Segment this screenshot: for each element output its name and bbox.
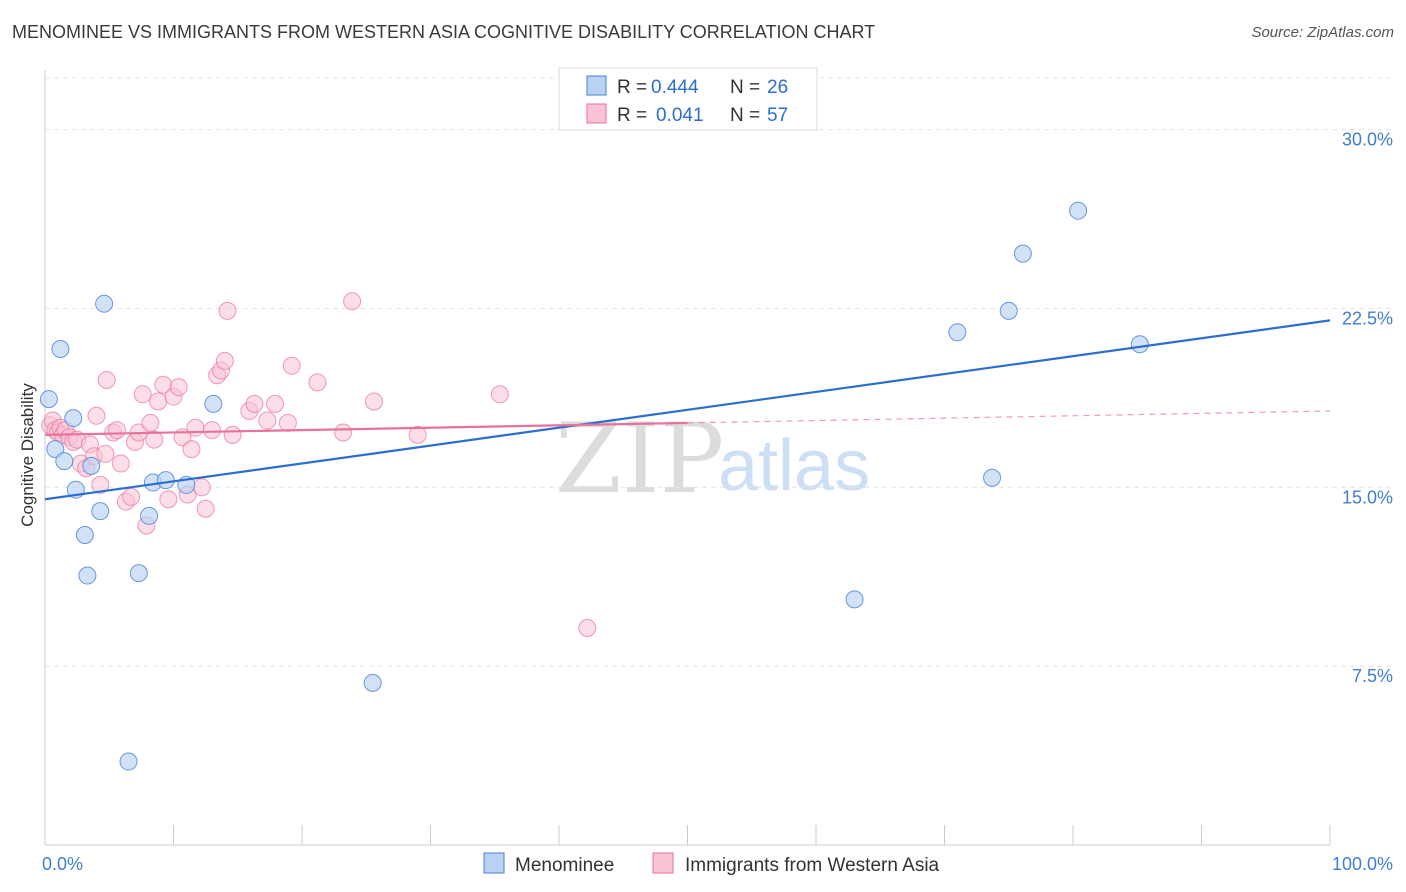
- immigrants-point: [91, 475, 110, 494]
- menominee-trend-line: [44, 319, 1331, 501]
- immigrants-point: [97, 371, 116, 389]
- y-tick-label: 22.5%: [1342, 308, 1393, 328]
- menominee-point: [140, 506, 159, 525]
- menominee-point: [129, 564, 148, 583]
- y-axis-label: Cognitive Disability: [18, 383, 37, 527]
- y-tick-label: 15.0%: [1342, 487, 1393, 507]
- immigrants-point: [343, 292, 362, 311]
- menominee-point: [64, 409, 83, 428]
- immigrants-point: [308, 373, 327, 392]
- bottom-legend-swatch-menominee: [483, 852, 505, 874]
- immigrants-point: [223, 425, 242, 444]
- menominee-point: [119, 752, 138, 771]
- menominee-point: [1130, 335, 1149, 354]
- menominee-point: [204, 394, 223, 413]
- y-tick-label: 7.5%: [1352, 666, 1393, 686]
- menominee-point: [999, 301, 1018, 320]
- menominee-point: [983, 468, 1002, 487]
- menominee-point: [845, 590, 864, 609]
- immigrants-point: [149, 392, 168, 411]
- menominee-point: [948, 323, 967, 342]
- menominee-point: [75, 526, 94, 544]
- legend-n-label-2: N =: [730, 105, 760, 126]
- y-tick-label: 30.0%: [1342, 130, 1393, 150]
- legend-n-value-1: 26: [767, 77, 788, 98]
- legend-swatch-menominee: [586, 75, 607, 96]
- watermark-zip: ZIP: [555, 403, 724, 515]
- immigrants-point: [218, 301, 237, 320]
- immigrants-point: [203, 421, 222, 440]
- x-tick-label: 100.0%: [1332, 854, 1393, 874]
- legend-swatch-immigrants: [586, 103, 607, 124]
- bottom-legend-label-menominee: Menominee: [515, 855, 614, 876]
- gridlines: [45, 77, 1392, 667]
- menominee-point: [95, 294, 114, 313]
- immigrants-trend-line-extension: [687, 410, 1331, 424]
- immigrants-point: [122, 487, 141, 506]
- legend-r-value-2: 0.041: [656, 105, 704, 126]
- bottom-legend-swatch-immigrants: [652, 852, 674, 874]
- immigrants-point: [87, 406, 106, 425]
- menominee-point: [82, 456, 101, 475]
- legend-r-label-1: R =: [617, 77, 647, 98]
- immigrants-point: [111, 454, 130, 473]
- immigrants-point: [196, 499, 215, 518]
- menominee-point: [1069, 201, 1088, 220]
- legend-n-label-1: N =: [730, 77, 760, 98]
- top-legend: R = 0.444 N = 26 R = 0.041 N = 57: [558, 67, 818, 131]
- immigrants-point: [258, 411, 277, 430]
- legend-n-value-2: 57: [767, 105, 788, 126]
- trend-lines: [44, 319, 1331, 501]
- bottom-legend-label-immigrants: Immigrants from Western Asia: [685, 855, 940, 876]
- x-tick-labels: 0.0% 100.0%: [42, 854, 1393, 874]
- immigrants-point: [578, 619, 597, 637]
- immigrants-points: [41, 292, 597, 637]
- menominee-point: [91, 502, 110, 521]
- legend-r-label-2: R =: [617, 105, 647, 126]
- immigrants-point: [278, 413, 297, 432]
- immigrants-point: [169, 378, 188, 397]
- menominee-point: [51, 340, 70, 358]
- y-tick-labels: 7.5% 15.0% 22.5% 30.0%: [1342, 130, 1393, 687]
- immigrants-point: [192, 478, 211, 497]
- immigrants-point: [245, 394, 264, 413]
- immigrants-point: [186, 418, 205, 437]
- immigrants-point: [215, 351, 234, 370]
- chart-title: MENOMINEE VS IMMIGRANTS FROM WESTERN ASI…: [12, 22, 876, 42]
- menominee-point: [39, 390, 58, 409]
- immigrants-point: [334, 423, 353, 442]
- menominee-point: [156, 471, 175, 490]
- axes: [44, 70, 1331, 846]
- immigrants-point: [282, 356, 301, 375]
- immigrants-point: [96, 444, 115, 463]
- immigrants-point: [490, 385, 509, 404]
- menominee-point: [46, 440, 65, 459]
- immigrants-point: [159, 490, 178, 509]
- source-label: Source: ZipAtlas.com: [1251, 24, 1394, 41]
- immigrants-point: [107, 421, 126, 440]
- immigrants-point: [141, 413, 160, 432]
- legend-r-value-1: 0.444: [651, 77, 699, 98]
- watermark-atlas: atlas: [718, 426, 870, 506]
- menominee-point: [55, 452, 74, 471]
- immigrants-point: [408, 425, 427, 444]
- menominee-point: [363, 673, 382, 692]
- immigrants-trend-line: [44, 421, 688, 436]
- menominee-point: [1013, 244, 1032, 263]
- immigrants-point: [145, 430, 164, 449]
- immigrants-point: [364, 392, 383, 411]
- menominee-point: [78, 566, 97, 585]
- immigrants-point: [182, 440, 201, 459]
- x-tick-label: 0.0%: [42, 854, 83, 874]
- bottom-legend: Menominee Immigrants from Western Asia: [483, 852, 940, 876]
- immigrants-point: [133, 385, 152, 404]
- immigrants-point: [266, 394, 285, 413]
